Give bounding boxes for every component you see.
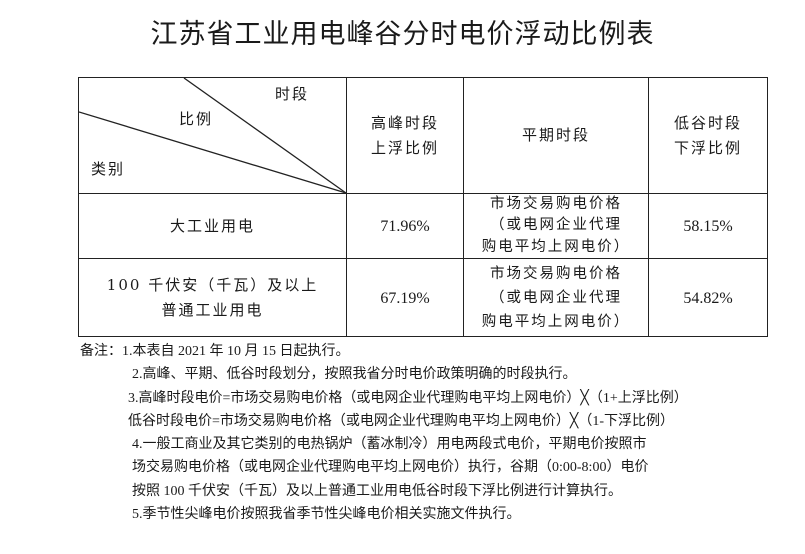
corner-label-category: 类别	[91, 160, 126, 178]
row-divider	[79, 193, 767, 194]
column-divider	[463, 78, 464, 336]
note-line: 5.季节性尖峰电价按照我省季节性尖峰电价相关实施文件执行。	[132, 507, 521, 523]
note-line: 场交易购电价格（或电网企业代理购电平均上网电价）执行，谷期（0:00-8:00）…	[132, 460, 649, 476]
note-line: 3.高峰时段电价=市场交易购电价格（或电网企业代理购电平均上网电价）╳（1+上浮…	[128, 390, 688, 406]
header-flat: 平期时段	[521, 126, 590, 144]
header-valley: 低谷时段 下浮比例	[673, 113, 742, 157]
row-peak-ratio: 71.96%	[380, 217, 430, 235]
header-peak: 高峰时段 上浮比例	[370, 113, 439, 157]
note-line: 低谷时段电价=市场交易购电价格（或电网企业代理购电平均上网电价）╳（1-下浮比例…	[128, 413, 674, 429]
corner-label-ratio: 比例	[179, 110, 214, 128]
row-divider	[79, 258, 767, 259]
column-divider	[346, 78, 347, 336]
note-line: 1.本表自 2021 年 10 月 15 日起执行。	[122, 344, 350, 359]
corner-diagonal-lines	[79, 78, 347, 194]
price-ratio-table: 时段 比例 类别 高峰时段 上浮比例 平期时段 低谷时段 下浮比例 大工业用电 …	[78, 77, 768, 337]
row-valley-ratio: 54.82%	[683, 289, 733, 307]
note-line: 2.高峰、平期、低谷时段划分，按照我省分时电价政策明确的时段执行。	[132, 367, 577, 383]
document-title: 江苏省工业用电峰谷分时电价浮动比例表	[150, 19, 655, 50]
notes-label: 备注：	[80, 344, 122, 359]
row-flat-price: 市场交易购电价格 （或电网企业代理 购电平均上网电价）	[481, 266, 631, 330]
row-category: 大工业用电	[169, 216, 255, 235]
row-flat-price: 市场交易购电价格 （或电网企业代理 购电平均上网电价）	[481, 195, 631, 255]
column-divider	[648, 78, 649, 336]
row-valley-ratio: 58.15%	[683, 217, 733, 235]
note-line: 4.一般工商业及其它类别的电热锅炉（蓄冰制冷）用电两段式电价，平期电价按照市	[132, 437, 647, 453]
corner-label-period: 时段	[275, 85, 310, 103]
row-peak-ratio: 67.19%	[380, 289, 430, 307]
notes-section: 备注：1.本表自 2021 年 10 月 15 日起执行。 2.高峰、平期、低谷…	[80, 340, 688, 526]
row-category: 100 千伏安（千瓦）及以上 普通工业用电	[106, 276, 319, 319]
note-line: 按照 100 千伏安（千瓦）及以上普通工业用电低谷时段下浮比例进行计算执行。	[132, 483, 622, 499]
